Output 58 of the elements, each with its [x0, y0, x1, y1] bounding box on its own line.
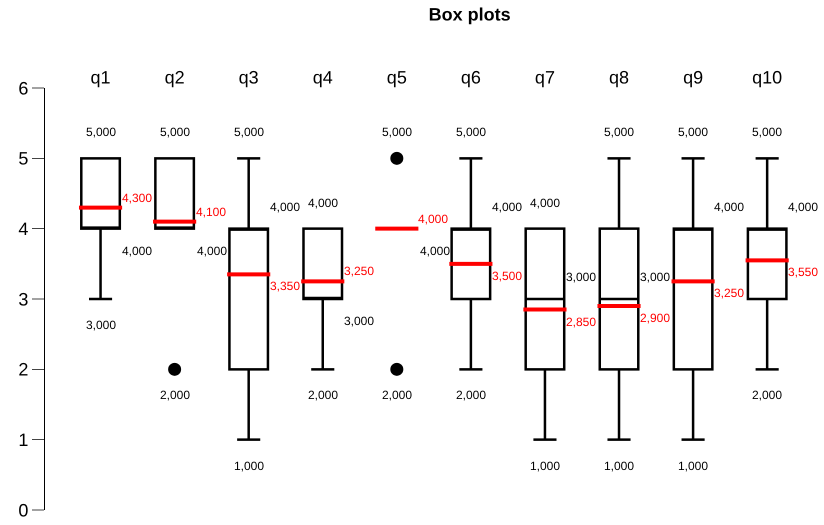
annotation: 3,000	[344, 314, 374, 328]
x-tick-label: q9	[683, 67, 704, 88]
annotation: 4,000	[270, 200, 300, 214]
annotation: 3,250	[344, 264, 374, 278]
x-tick-label: q1	[90, 67, 111, 88]
annotation: 4,000	[308, 196, 338, 210]
annotation: 3,250	[714, 286, 744, 300]
annotation: 5,000	[456, 125, 486, 139]
x-tick-label: q4	[312, 67, 333, 88]
y-tick-label: 1	[18, 430, 28, 450]
annotation: 4,300	[122, 191, 152, 205]
annotation: 5,000	[382, 125, 412, 139]
annotation: 5,000	[86, 125, 116, 139]
chart-title: Box plots	[428, 4, 511, 24]
annotation: 3,000	[86, 318, 116, 332]
annotation: 1,000	[604, 459, 634, 473]
annotation: 2,900	[640, 311, 670, 325]
y-tick-label: 6	[18, 78, 28, 98]
annotation: 3,000	[566, 270, 596, 284]
y-tick-label: 0	[18, 500, 28, 520]
x-tick-label: q6	[460, 67, 481, 88]
annotation: 2,000	[752, 388, 782, 402]
annotation: 2,850	[566, 315, 596, 329]
x-tick-label: q10	[752, 67, 782, 88]
y-tick-label: 4	[18, 218, 28, 239]
annotation: 4,000	[714, 200, 744, 214]
annotation: 1,000	[530, 459, 560, 473]
annotation: 2,000	[456, 388, 486, 402]
annotation: 4,000	[122, 244, 152, 258]
annotation: 4,000	[530, 196, 560, 210]
annotation: 5,000	[604, 125, 634, 139]
y-tick-label: 3	[18, 289, 28, 310]
annotation: 4,000	[788, 200, 818, 214]
annotation: 4,100	[196, 205, 226, 219]
y-tick-label: 2	[18, 360, 28, 380]
annotation: 5,000	[752, 125, 782, 139]
annotation: 3,550	[788, 265, 818, 279]
x-tick-label: q7	[534, 67, 555, 88]
annotation: 3,500	[492, 269, 522, 283]
annotation: 2,000	[382, 388, 412, 402]
annotation: 2,000	[160, 388, 190, 402]
annotation: 3,350	[270, 279, 300, 293]
annotation: 4,000	[197, 244, 228, 258]
annotation: 5,000	[160, 125, 190, 139]
annotation: 1,000	[234, 459, 264, 473]
annotation: 4,000	[492, 200, 522, 214]
annotation: 2,000	[308, 388, 338, 402]
annotation: 1,000	[678, 459, 708, 473]
y-tick-label: 5	[18, 148, 28, 169]
annotation: 5,000	[678, 125, 708, 139]
x-tick-label: q2	[164, 67, 185, 88]
x-tick-label: q8	[609, 67, 630, 88]
annotation: 4,000	[420, 244, 450, 258]
x-tick-label: q5	[386, 67, 407, 88]
x-tick-label: q3	[238, 67, 259, 88]
annotation: 5,000	[234, 125, 264, 139]
annotation: 3,000	[640, 270, 670, 284]
annotation: 4,000	[418, 212, 448, 226]
